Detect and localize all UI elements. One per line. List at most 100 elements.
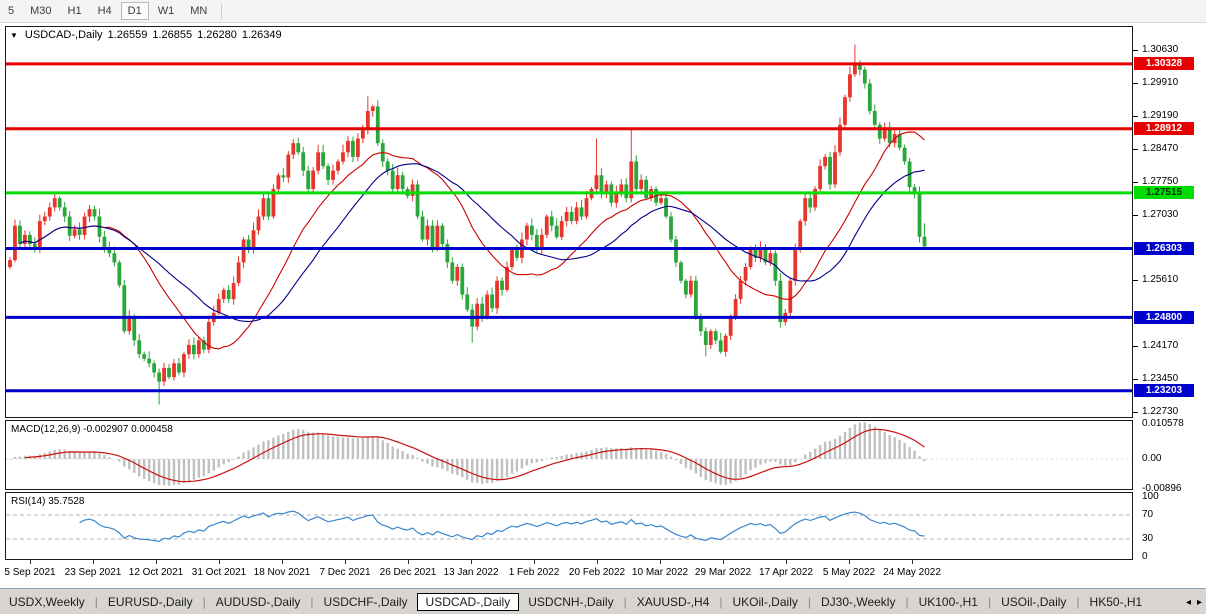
macd-histogram-bar bbox=[759, 459, 762, 465]
candle-body bbox=[713, 331, 718, 341]
timeframe-button-d1[interactable]: D1 bbox=[120, 2, 149, 20]
macd-histogram-bar bbox=[779, 459, 782, 465]
symbol-tab-eurusd[interactable]: EURUSD-,Daily bbox=[107, 595, 193, 609]
candle-body bbox=[828, 156, 832, 185]
candle-body bbox=[137, 340, 142, 355]
macd-histogram-bar bbox=[416, 458, 419, 459]
macd-histogram-bar bbox=[138, 459, 141, 477]
candle-body bbox=[346, 140, 350, 153]
candle-body bbox=[455, 266, 460, 281]
rsi-canvas[interactable] bbox=[6, 493, 1132, 559]
date-tick-mark bbox=[534, 560, 535, 564]
macd-label: MACD(12,26,9) -0.002907 0.000458 bbox=[11, 424, 173, 435]
main-chart-canvas[interactable] bbox=[6, 27, 1132, 417]
price-tick-mark bbox=[1133, 148, 1138, 150]
symbol-tab-hk50[interactable]: HK50-,H1 bbox=[1089, 595, 1143, 609]
macd-histogram-bar bbox=[471, 459, 474, 483]
date-tick-mark bbox=[345, 560, 346, 564]
macd-histogram-bar bbox=[212, 459, 215, 471]
candle-body bbox=[351, 140, 355, 157]
macd-histogram-bar bbox=[426, 459, 429, 464]
symbol-tab-uk100[interactable]: UK100-,H1 bbox=[918, 595, 978, 609]
macd-histogram-bar bbox=[361, 437, 365, 459]
price-tick-label: 1.29190 bbox=[1142, 110, 1179, 122]
symbol-tab-ukoil[interactable]: UKOil-,Daily bbox=[732, 595, 798, 609]
timeframe-button-h1[interactable]: H1 bbox=[67, 5, 82, 17]
macd-histogram-bar bbox=[13, 457, 17, 459]
candle-body bbox=[400, 175, 405, 190]
date-label: 12 Oct 2021 bbox=[128, 567, 184, 578]
candle-body bbox=[515, 248, 519, 258]
symbol-tab-usdx[interactable]: USDX,Weekly bbox=[9, 595, 85, 609]
macd-panel[interactable]: MACD(12,26,9) -0.002907 0.000458 bbox=[5, 420, 1133, 490]
candle-body bbox=[231, 283, 236, 300]
symbol-tab-dj30[interactable]: DJ30-,Weekly bbox=[820, 595, 896, 609]
timeframe-button-h4[interactable]: H4 bbox=[97, 5, 112, 17]
candle-body bbox=[375, 106, 380, 144]
candle-body bbox=[738, 280, 743, 300]
macd-histogram-bar bbox=[381, 440, 384, 459]
candle-body bbox=[574, 207, 579, 222]
macd-histogram-bar bbox=[227, 459, 230, 463]
symbol-tab-usdcnh[interactable]: USDCNH-,Daily bbox=[528, 595, 614, 609]
rsi-axis-label: 100 bbox=[1142, 491, 1159, 502]
tab-scroll-left-icon[interactable]: ◂ bbox=[1185, 596, 1191, 608]
candle-body bbox=[554, 225, 559, 238]
macd-histogram-bar bbox=[645, 449, 648, 459]
candle-body bbox=[838, 124, 842, 153]
macd-histogram-bar bbox=[878, 429, 881, 459]
candle-body bbox=[862, 69, 867, 84]
candle-body bbox=[510, 248, 514, 267]
macd-histogram-bar bbox=[794, 459, 797, 463]
chart-dropdown-triangle-icon[interactable]: ▼ bbox=[10, 30, 18, 40]
date-tick-mark bbox=[849, 560, 850, 564]
macd-histogram-bar bbox=[93, 452, 96, 459]
candle-body bbox=[331, 170, 335, 180]
candle-body bbox=[753, 248, 758, 258]
price-tick-label: 1.24170 bbox=[1142, 340, 1179, 352]
symbol-title: USDCAD-,Daily bbox=[24, 29, 103, 41]
candle-body bbox=[107, 248, 112, 254]
macd-histogram-bar bbox=[401, 451, 404, 459]
macd-histogram-bar bbox=[898, 439, 901, 459]
tab-scroll-right-icon[interactable]: ▸ bbox=[1196, 596, 1202, 608]
ohlc-high: 1.26855 bbox=[152, 29, 193, 41]
macd-canvas[interactable] bbox=[6, 421, 1132, 489]
macd-histogram-bar bbox=[222, 459, 225, 465]
macd-histogram-bar bbox=[744, 459, 747, 475]
indicator-line bbox=[19, 163, 925, 323]
macd-histogram-bar bbox=[739, 459, 742, 478]
price-level-badge: 1.23203 bbox=[1134, 384, 1194, 398]
macd-histogram-bar bbox=[505, 459, 509, 477]
symbol-tab-audusd[interactable]: AUDUSD-,Daily bbox=[215, 595, 301, 609]
tab-separator: | bbox=[310, 595, 314, 609]
main-chart-panel[interactable] bbox=[5, 26, 1133, 418]
timeframe-button-5[interactable]: 5 bbox=[8, 5, 15, 17]
symbol-tab-usdcad[interactable]: USDCAD-,Daily bbox=[416, 593, 520, 611]
symbol-tab-usdchf[interactable]: USDCHF-,Daily bbox=[323, 595, 408, 609]
candle-body bbox=[688, 280, 693, 295]
timeframe-button-mn[interactable]: MN bbox=[190, 5, 208, 17]
price-tick-mark bbox=[1133, 411, 1138, 413]
macd-histogram-bar bbox=[302, 429, 305, 459]
candle-body bbox=[157, 372, 161, 382]
macd-histogram-bar bbox=[406, 453, 409, 459]
symbol-tab-usoil[interactable]: USOil-,Daily bbox=[1001, 595, 1067, 609]
rsi-panel[interactable]: RSI(14) 35.7528 bbox=[5, 492, 1133, 560]
macd-histogram-bar bbox=[197, 459, 201, 478]
macd-histogram-bar bbox=[694, 459, 698, 474]
candle-body bbox=[67, 216, 72, 236]
timeframe-toolbar: 5 M30 H1 H4 D1 W1 MN bbox=[0, 0, 1206, 23]
timeframe-button-w1[interactable]: W1 bbox=[157, 5, 175, 17]
macd-histogram-bar bbox=[391, 446, 394, 459]
macd-histogram-bar bbox=[336, 437, 340, 459]
timeframe-button-m30[interactable]: M30 bbox=[30, 5, 52, 17]
macd-histogram-bar bbox=[162, 459, 166, 486]
macd-histogram-bar bbox=[123, 459, 126, 467]
symbol-tab-xauusd[interactable]: XAUUSD-,H4 bbox=[636, 595, 710, 609]
candle-body bbox=[172, 363, 176, 378]
date-tick-mark bbox=[30, 560, 31, 564]
macd-histogram-bar bbox=[615, 448, 618, 459]
chart-header: ▼ USDCAD-,Daily 1.26559 1.26855 1.26280 … bbox=[10, 29, 282, 41]
